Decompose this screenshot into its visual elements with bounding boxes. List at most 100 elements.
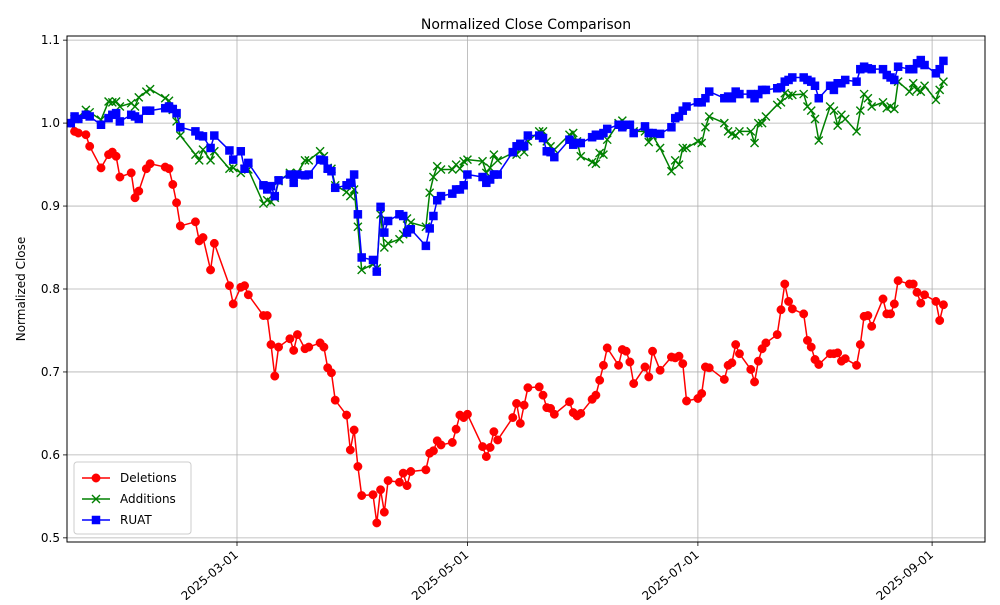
data-point-deletions: [168, 180, 178, 189]
data-point-ruat: [625, 120, 635, 130]
data-point-deletions: [591, 390, 601, 400]
data-point-additions: [478, 156, 488, 166]
data-point-deletions: [784, 296, 794, 306]
data-point-deletions: [379, 507, 389, 517]
data-point-deletions: [802, 335, 812, 345]
data-point-ruat: [463, 170, 472, 179]
data-point-ruat: [852, 77, 861, 86]
data-point-deletions: [376, 485, 386, 495]
data-point-ruat: [890, 75, 899, 85]
data-point-additions: [462, 155, 472, 165]
data-point-deletions: [304, 342, 314, 352]
data-point-additions: [674, 160, 684, 170]
data-point-deletions: [682, 396, 692, 406]
y-tick-label: 0.7: [41, 365, 60, 379]
data-point-deletions: [345, 445, 355, 455]
data-point-ruat: [429, 211, 438, 221]
data-point-ruat: [115, 117, 125, 126]
data-point-deletions: [85, 141, 95, 151]
data-point-ruat: [210, 131, 219, 140]
data-point-ruat: [735, 89, 744, 99]
data-point-additions: [134, 92, 144, 102]
data-point-deletions: [538, 390, 548, 400]
data-point-deletions: [402, 481, 412, 491]
data-point-ruat: [538, 133, 548, 143]
data-point-deletions: [916, 298, 926, 308]
data-point-additions: [855, 106, 865, 116]
data-point-deletions: [515, 418, 525, 428]
data-point-ruat: [176, 122, 185, 132]
data-point-additions: [904, 87, 914, 97]
data-point-deletions: [655, 365, 665, 375]
data-point-deletions: [134, 186, 144, 196]
data-point-deletions: [224, 281, 234, 291]
data-point-deletions: [564, 397, 574, 407]
data-point-ruat: [225, 146, 234, 155]
data-point-deletions: [598, 360, 608, 370]
data-point-additions: [175, 131, 185, 141]
data-point-deletions: [523, 383, 533, 393]
data-point-deletions: [644, 372, 654, 382]
data-point-ruat: [85, 112, 94, 121]
data-point-deletions: [772, 330, 782, 340]
legend-label-additions: Additions: [120, 492, 176, 506]
data-point-deletions: [243, 290, 253, 300]
data-point-deletions: [274, 342, 284, 352]
data-point-ruat: [761, 85, 771, 95]
data-point-deletions: [595, 375, 605, 385]
data-point-deletions: [73, 128, 83, 138]
data-point-ruat: [330, 183, 340, 193]
data-point-ruat: [111, 108, 121, 118]
data-point-ruat: [380, 228, 389, 237]
data-point-deletions: [436, 440, 446, 450]
data-point-ruat: [682, 102, 691, 111]
data-point-ruat: [436, 191, 446, 201]
data-point-additions: [700, 122, 710, 132]
data-point-deletions: [629, 379, 639, 389]
data-point-ruat: [406, 225, 416, 234]
data-point-additions: [814, 136, 824, 146]
data-point-ruat: [236, 147, 246, 156]
data-point-deletions: [372, 518, 382, 528]
data-point-deletions: [840, 354, 850, 364]
data-point-deletions: [342, 410, 352, 420]
data-point-ruat: [655, 129, 665, 139]
data-point-ruat: [421, 241, 431, 251]
data-point-deletions: [228, 299, 238, 309]
data-point-deletions: [319, 342, 329, 352]
data-point-ruat: [244, 158, 253, 168]
data-point-ruat: [602, 124, 612, 134]
data-point-deletions: [398, 468, 408, 478]
data-point-additions: [829, 106, 839, 116]
data-point-additions: [111, 97, 121, 107]
data-point-additions: [863, 93, 873, 103]
y-tick-label: 0.8: [41, 282, 60, 296]
data-point-deletions: [602, 343, 612, 353]
data-point-additions: [591, 159, 601, 169]
data-point-ruat: [346, 178, 355, 188]
data-point-ruat: [867, 64, 876, 74]
data-point-deletions: [814, 360, 824, 369]
data-point-additions: [425, 188, 435, 198]
legend: Deletions Additions RUAT: [73, 461, 192, 535]
data-point-ruat: [493, 170, 502, 179]
y-tick-label: 1.1: [41, 33, 60, 47]
data-point-deletions: [368, 490, 378, 500]
data-point-deletions: [625, 357, 635, 367]
data-point-additions: [750, 138, 760, 148]
data-point-deletions: [447, 438, 457, 447]
data-point-deletions: [908, 279, 918, 289]
data-point-deletions: [674, 351, 684, 361]
data-point-deletions: [886, 309, 896, 319]
data-point-ruat: [459, 181, 468, 190]
data-point-deletions: [493, 435, 503, 445]
data-point-deletions: [508, 413, 518, 423]
data-point-ruat: [327, 166, 336, 176]
data-point-additions: [228, 163, 238, 173]
data-point-deletions: [640, 362, 650, 372]
data-point-ruat: [648, 128, 657, 138]
data-point-additions: [357, 265, 367, 275]
data-point-ruat: [576, 138, 586, 148]
data-point-deletions: [519, 400, 529, 410]
data-point-deletions: [727, 358, 737, 368]
